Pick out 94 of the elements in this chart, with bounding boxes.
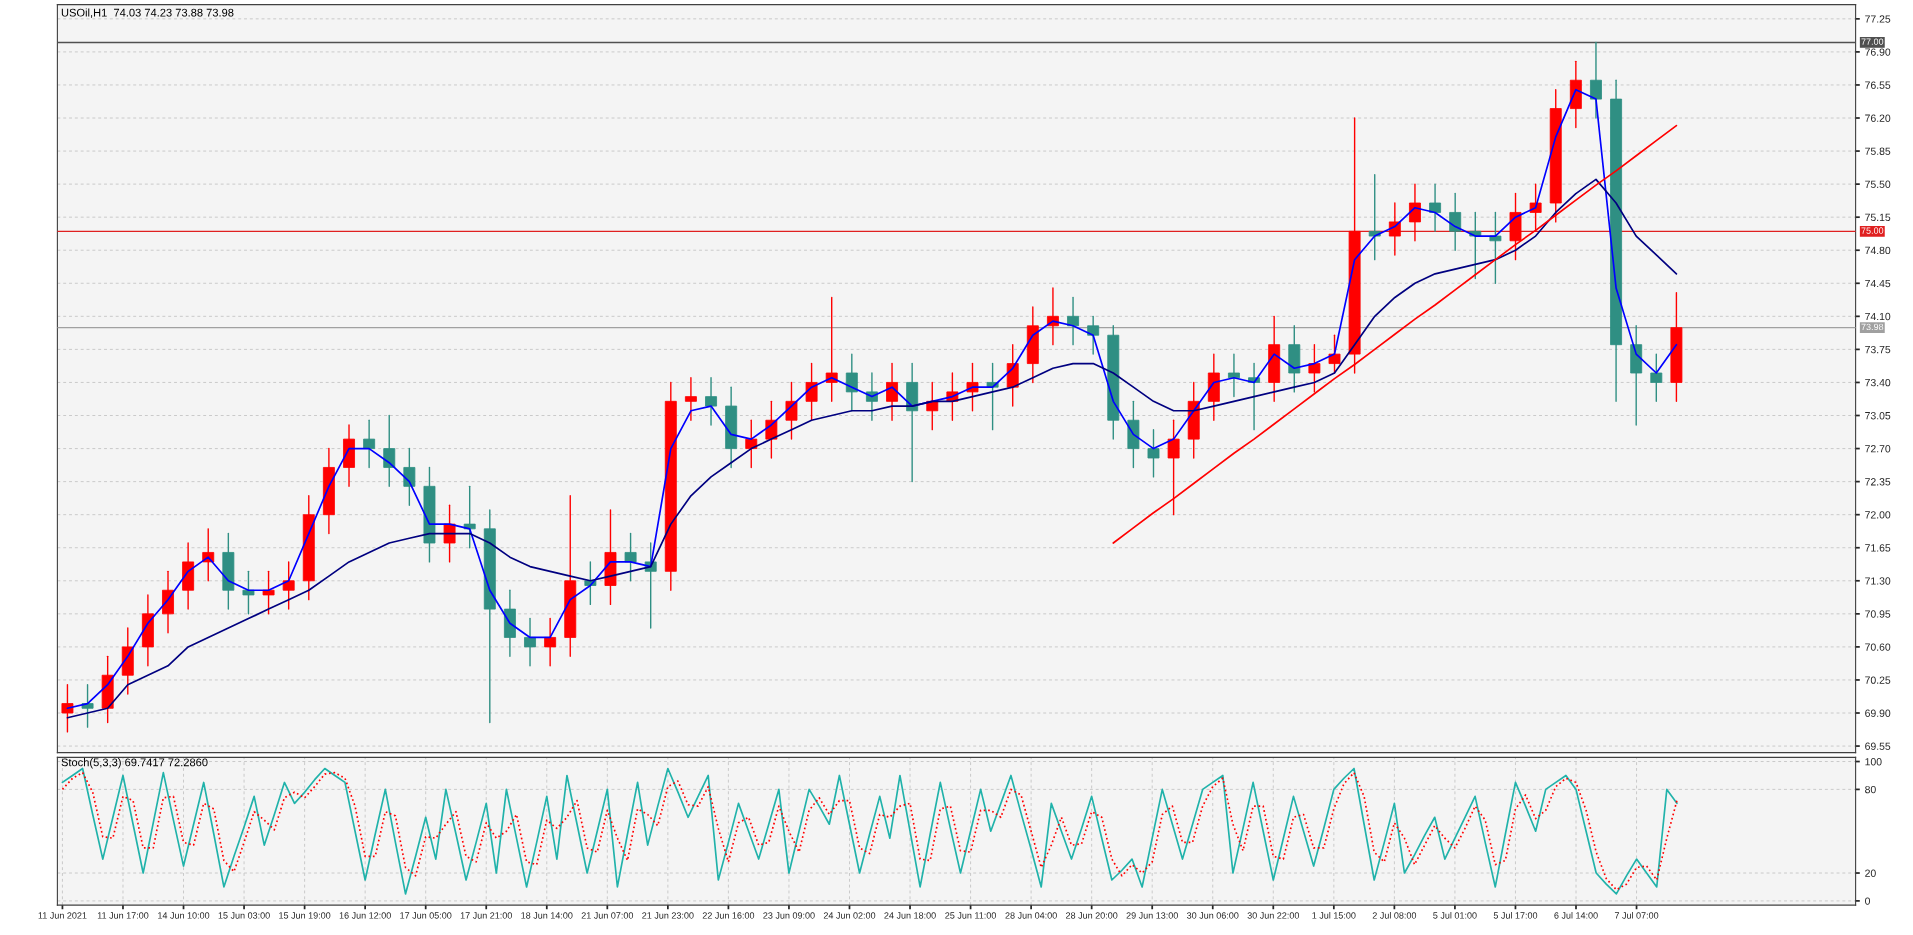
- candlestick: [1449, 192, 1462, 251]
- x-tick-label: 28 Jun 04:00: [1005, 912, 1057, 919]
- candlestick: [383, 414, 396, 488]
- line-series: [66, 178, 1678, 719]
- candlestick: [544, 617, 557, 667]
- chart-title: USOil,H1 74.03 74.23 73.88 73.98: [61, 8, 234, 18]
- y-tick-label: 71.65: [1865, 544, 1891, 552]
- candlestick: [363, 419, 376, 469]
- candlestick: [1650, 353, 1663, 403]
- x-tick-label: 17 Jun 21:00: [460, 912, 512, 919]
- candlestick: [524, 617, 536, 667]
- candlestick: [1167, 419, 1180, 516]
- x-tick-label: 23 Jun 09:00: [763, 912, 815, 919]
- y-tick-label: 70.95: [1865, 610, 1891, 618]
- y-tick-label: 69.90: [1865, 709, 1891, 717]
- x-tick-label: 24 Jun 18:00: [884, 912, 936, 919]
- x-tick-label: 1 Jul 15:00: [1312, 912, 1356, 919]
- y-tick-label: 74.45: [1865, 279, 1891, 288]
- y-tick-label: 72.35: [1865, 478, 1891, 486]
- x-tick-label: 29 Jun 13:00: [1126, 912, 1178, 919]
- y-tick-label: 73.05: [1865, 412, 1891, 420]
- x-tick-label: 6 Jul 14:00: [1554, 912, 1598, 919]
- candlestick: [443, 504, 456, 563]
- candlestick: [845, 353, 858, 412]
- x-tick-label: 7 Jul 07:00: [1614, 912, 1659, 919]
- candlestick: [81, 683, 94, 728]
- candlestick: [1328, 334, 1341, 374]
- y-tick-label: 76.90: [1865, 48, 1891, 56]
- y-tick-label: 75.85: [1865, 147, 1891, 155]
- y-tick-label: 74.10: [1865, 312, 1891, 321]
- y-tick-label: 70.25: [1865, 676, 1891, 684]
- y-tick-label: 100: [1865, 758, 1882, 766]
- y-tick-label: 77.25: [1865, 15, 1891, 23]
- candlestick: [1067, 296, 1079, 346]
- y-tick-label: 73.40: [1865, 378, 1891, 387]
- x-tick-label: 5 Jul 01:00: [1433, 912, 1477, 919]
- y-tick-label: 20: [1865, 869, 1876, 877]
- x-tick-label: 15 Jun 19:00: [279, 912, 331, 919]
- x-tick-label: 22 Jun 16:00: [702, 912, 755, 919]
- x-tick-label: 24 Jun 02:00: [823, 912, 876, 919]
- y-tick-label: 72.00: [1865, 511, 1891, 519]
- candlestick: [403, 447, 416, 506]
- y-tick-label: 80: [1865, 785, 1876, 794]
- y-tick-label: 71.30: [1865, 577, 1891, 585]
- candlestick: [1147, 428, 1160, 478]
- candlestick: [1489, 211, 1502, 284]
- candlestick: [886, 362, 898, 421]
- candlestick: [262, 570, 275, 615]
- x-tick-label: 2 Jul 08:00: [1372, 912, 1417, 919]
- ref-line-label: 75.00: [1861, 227, 1884, 234]
- x-tick-label: 30 Jun 22:00: [1247, 912, 1300, 919]
- y-tick-label: 76.55: [1865, 81, 1891, 89]
- x-tick-label: 14 Jun 10:00: [158, 912, 210, 919]
- y-tick-label: 72.70: [1865, 445, 1891, 453]
- y-tick-label: 75.50: [1865, 180, 1891, 188]
- ref-line-label: 73.98: [1861, 323, 1884, 331]
- ref-line-label: 77.00: [1861, 38, 1884, 45]
- candlestick: [282, 561, 295, 610]
- y-tick-label: 69.55: [1865, 742, 1891, 750]
- candlestick: [624, 532, 637, 582]
- candlestick: [242, 570, 255, 615]
- candlestick: [684, 377, 697, 421]
- candlestick: [785, 381, 798, 440]
- candlestick: [1087, 315, 1100, 355]
- candlestick: [705, 377, 717, 426]
- y-tick-label: 75.15: [1865, 213, 1891, 222]
- candlestick: [1228, 353, 1240, 398]
- candlestick: [745, 419, 758, 469]
- chart-title: Stoch(5,3,3) 69.7417 72.2860: [61, 758, 208, 769]
- candlestick: [463, 485, 476, 549]
- y-tick-label: 70.60: [1865, 643, 1891, 651]
- x-tick-label: 18 Jun 14:00: [521, 912, 573, 919]
- candlestick: [805, 362, 818, 421]
- x-tick-label: 11 Jun 2021: [38, 912, 87, 919]
- y-tick-label: 74.80: [1865, 246, 1891, 255]
- y-tick-label: 73.75: [1865, 345, 1891, 354]
- x-tick-label: 21 Jun 23:00: [642, 912, 694, 919]
- candlestick: [1429, 183, 1442, 233]
- candlestick: [1308, 343, 1321, 393]
- x-tick-label: 30 Jun 06:00: [1186, 912, 1239, 919]
- candlestick: [61, 683, 74, 733]
- x-tick-label: 17 Jun 05:00: [400, 912, 452, 919]
- y-tick-label: 76.20: [1865, 114, 1891, 122]
- candlestick: [1590, 41, 1602, 119]
- x-tick-label: 16 Jun 12:00: [339, 912, 391, 919]
- candlestick: [825, 296, 838, 403]
- y-tick-label: 0: [1865, 897, 1871, 905]
- x-tick-label: 25 Jun 11:00: [945, 912, 996, 919]
- x-tick-label: 15 Jun 03:00: [218, 912, 270, 919]
- x-tick-label: 28 Jun 20:00: [1066, 912, 1118, 919]
- x-tick-label: 11 Jun 17:00: [97, 912, 149, 919]
- x-tick-label: 5 Jul 17:00: [1493, 912, 1538, 919]
- candlestick: [1409, 183, 1421, 242]
- x-tick-label: 21 Jun 07:00: [581, 912, 634, 919]
